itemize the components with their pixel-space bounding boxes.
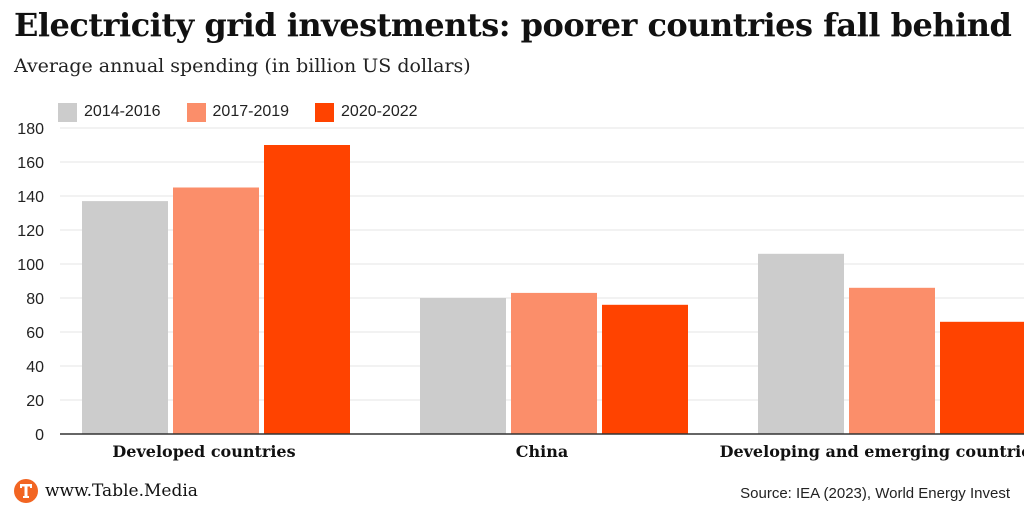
x-axis-category-labels: Developed countries China Developing and e… — [112, 442, 1024, 461]
bar-2020-2022-1 — [602, 304, 688, 434]
legend-swatch-2014-2016 — [58, 102, 77, 122]
table-media-logo-icon — [14, 479, 38, 503]
y-tick-label: 0 — [35, 427, 44, 444]
bar-2020-2022-0 — [264, 145, 350, 434]
legend-swatch-2020-2022 — [315, 102, 335, 122]
x-category-label: Developing and emerging countries — [720, 442, 1024, 461]
logo-text: www.Table.Media — [45, 481, 198, 501]
y-tick-label: 60 — [26, 325, 44, 342]
t-letter-icon — [20, 484, 32, 498]
y-axis-tick-labels: 0 20 40 60 80 100 120 140 160 180 — [17, 121, 44, 444]
y-tick-label: 100 — [17, 257, 44, 274]
source-note: Source: IEA (2023), World Energy Invest — [740, 485, 1010, 502]
bar-2014-2016-0 — [82, 201, 168, 434]
x-category-label: Developed countries — [112, 442, 295, 461]
legend-item-2017-2019: 2017-2019 — [186, 102, 290, 122]
y-tick-label: 20 — [26, 393, 44, 410]
chart-title: Electricity grid investments: poorer cou… — [14, 6, 1012, 44]
bar-2014-2016-2 — [758, 253, 844, 434]
bar-2017-2019-0 — [173, 187, 259, 434]
y-tick-label: 160 — [17, 155, 44, 172]
chart-subtitle: Average annual spending (in billion US d… — [14, 55, 471, 77]
legend: 2014-2016 2017-2019 2020-2022 — [58, 100, 444, 124]
bar-2017-2019-2 — [849, 287, 935, 434]
y-tick-label: 80 — [26, 291, 44, 308]
table-media-logo[interactable]: www.Table.Media — [14, 479, 198, 503]
bar-2020-2022-2 — [940, 321, 1024, 434]
legend-item-2020-2022: 2020-2022 — [315, 102, 418, 122]
legend-swatch-2017-2019 — [186, 102, 206, 122]
y-tick-label: 140 — [17, 189, 44, 206]
legend-label: 2020-2022 — [341, 103, 418, 120]
y-tick-label: 180 — [17, 121, 44, 138]
legend-label: 2014-2016 — [84, 103, 161, 120]
y-tick-label: 40 — [26, 359, 44, 376]
y-tick-label: 120 — [17, 223, 44, 240]
bar-2017-2019-1 — [511, 292, 597, 434]
x-category-label: China — [516, 442, 568, 461]
bars — [82, 145, 1024, 434]
legend-label: 2017-2019 — [212, 103, 290, 120]
bar-2014-2016-1 — [420, 298, 506, 434]
legend-item-2014-2016: 2014-2016 — [58, 102, 161, 122]
